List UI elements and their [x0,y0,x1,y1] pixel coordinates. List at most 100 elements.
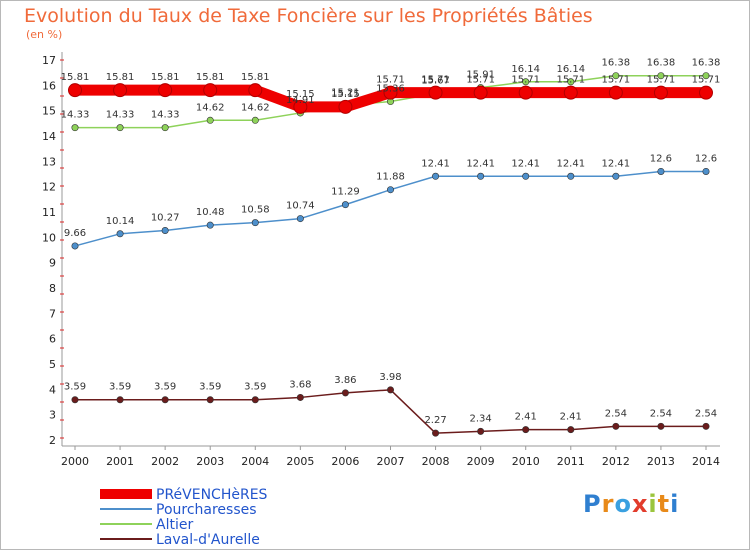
data-point [386,386,394,394]
data-label: 3.59 [64,382,86,393]
data-label: 16.38 [602,58,631,69]
data-label: 14.33 [106,110,135,121]
data-label: 15.71 [376,75,405,86]
data-point [206,396,214,404]
data-point [71,396,79,404]
data-point [653,85,668,100]
logo-letter: t [657,490,671,518]
data-point [383,85,398,100]
data-label: 10.74 [286,201,315,212]
data-label: 12.41 [602,158,631,169]
data-label: 15.71 [692,75,721,86]
data-label: 15.71 [647,75,676,86]
x-tick-label: 2002 [151,455,179,468]
y-tick-label: 8 [49,282,56,295]
data-labels: 15.81 15.81 15.81 15.81 15.81 15.15 15.15 15.71… [61,58,721,426]
data-label: 3.59 [199,382,221,393]
data-label: 15.71 [602,75,631,86]
data-point [563,85,578,100]
data-label: 15.15 [331,89,360,100]
data-point [477,172,485,180]
data-point [612,72,620,80]
data-label: 15.81 [196,72,225,83]
data-point [158,83,173,98]
data-label: 2.27 [424,415,446,426]
y-tick-label: 14 [42,130,56,143]
y-tick-label: 9 [49,257,56,270]
x-tick-label: 2013 [647,455,675,468]
y-tick-label: 15 [42,105,56,118]
y-tick-label: 12 [42,181,56,194]
x-tick-label: 2005 [286,455,314,468]
data-point [71,242,79,250]
data-point [206,116,214,124]
legend-swatch [100,538,152,540]
data-point [612,422,620,430]
data-label: 11.29 [331,187,360,198]
data-label: 10.48 [196,207,225,218]
data-point [341,201,349,209]
data-label: 12.41 [466,158,495,169]
data-point [338,99,353,114]
data-point [699,85,713,100]
data-point [203,83,218,98]
data-point [473,85,488,100]
data-label: 3.68 [289,379,311,390]
data-label: 9.66 [64,228,86,239]
data-label: 16.38 [692,58,721,69]
data-point [113,83,128,98]
data-point [657,72,665,80]
data-point [428,85,443,100]
logo-letter: o [614,490,632,518]
data-label: 3.59 [109,382,131,393]
data-label: 14.91 [286,95,315,106]
data-point [702,72,710,80]
y-tick-label: 11 [42,206,56,219]
data-point [116,230,124,238]
data-label: 16.38 [647,58,676,69]
data-label: 15.81 [151,72,180,83]
axes: 2 3 4 5 6 7 8 9 10 11 12 13 14 15 16 17 2000 2001 2002 2003… [42,52,720,468]
data-point [341,389,349,397]
data-label: 16.14 [511,64,540,75]
data-point [567,78,575,86]
legend-swatch [100,508,152,510]
data-point [702,167,710,175]
data-point [71,124,79,132]
proxiti-logo: Proxiti [583,490,679,518]
y-tick-label: 6 [49,333,56,346]
data-label: 16.14 [556,64,585,75]
data-label: 12.6 [695,153,717,164]
legend: PRéVENCHèRESPourcharessesAltierLaval-d'A… [100,487,268,548]
x-tick-label: 2008 [422,455,450,468]
data-label: 15.71 [466,75,495,86]
y-tick-label: 5 [49,358,56,371]
data-points [68,72,713,437]
data-point [296,215,304,223]
x-tick-label: 2006 [331,455,359,468]
x-tick-label: 2011 [557,455,585,468]
y-tick-label: 13 [42,155,56,168]
y-tick-label: 2 [49,434,56,447]
data-label: 2.41 [515,412,537,423]
data-label: 10.58 [241,205,270,216]
logo-letter: x [631,490,649,518]
data-point [116,124,124,132]
data-label: 3.98 [379,372,401,383]
data-label: 3.86 [334,375,356,386]
y-tick-label: 4 [49,383,56,396]
data-point [161,396,169,404]
data-label: 12.41 [556,158,585,169]
data-label: 2.41 [560,412,582,423]
x-tick-label: 2004 [241,455,269,468]
data-label: 15.71 [556,75,585,86]
data-label: 15.67 [421,76,450,87]
data-label: 12.41 [511,158,540,169]
data-label: 14.62 [241,102,270,113]
data-label: 15.15 [286,89,315,100]
data-label: 14.62 [196,102,225,113]
x-tick-label: 2012 [602,455,630,468]
x-tick-label: 2000 [61,455,89,468]
data-point [567,172,575,180]
